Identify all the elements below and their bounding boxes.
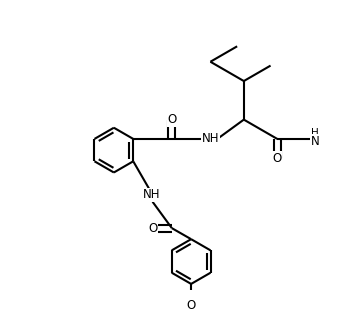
Text: H: H	[312, 134, 320, 148]
Text: N: N	[311, 134, 320, 148]
Text: O: O	[273, 152, 282, 165]
Text: O: O	[148, 222, 157, 235]
Text: NH: NH	[142, 188, 160, 201]
Text: H: H	[311, 128, 319, 138]
Text: O: O	[187, 299, 196, 312]
Text: NH: NH	[202, 132, 219, 145]
Text: O: O	[167, 113, 176, 126]
